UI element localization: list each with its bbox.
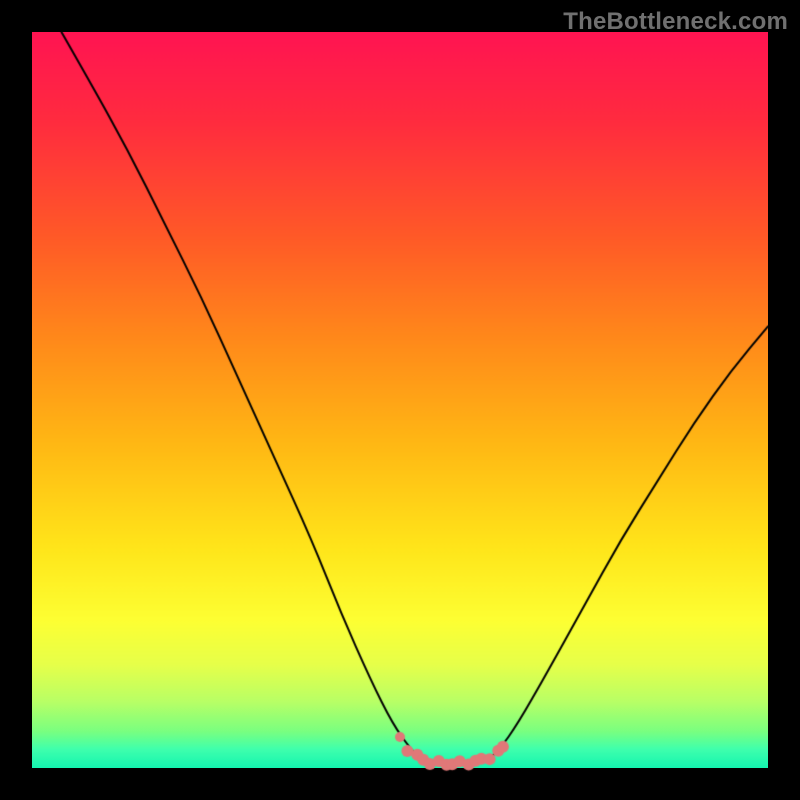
bottleneck-curve bbox=[0, 0, 800, 800]
watermark-label: TheBottleneck.com bbox=[563, 8, 788, 36]
